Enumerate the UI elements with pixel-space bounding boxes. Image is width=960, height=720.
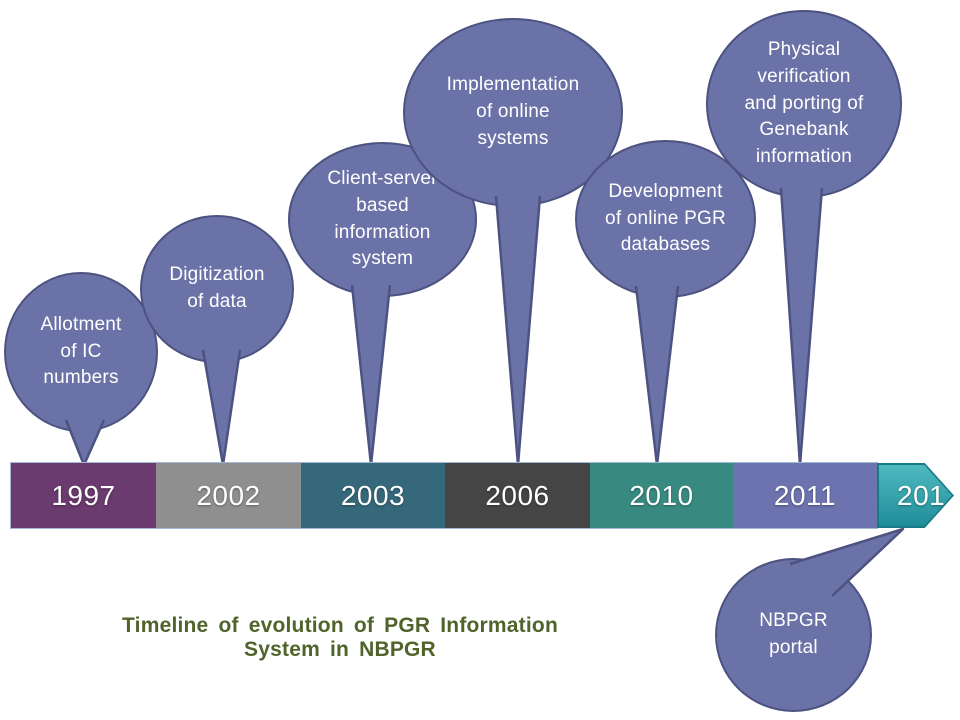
balloon-allotment: Allotment of IC numbers [4, 272, 158, 432]
timeline-arrow-2012-body: 2012 [879, 465, 952, 526]
balloon-allotment-text: Allotment of IC numbers [40, 313, 122, 389]
year-label-2002: 2002 [196, 479, 261, 511]
year-label-2003: 2003 [340, 479, 406, 511]
timeline-segment-1997: 1997 [11, 463, 156, 528]
balloon-implementation: Implementation of online systems [403, 18, 623, 207]
year-label-2011: 2011 [773, 479, 837, 511]
tail-development [634, 285, 680, 467]
tail-implementation [494, 195, 542, 467]
year-label-2006: 2006 [485, 479, 550, 511]
balloon-development-text: Development of online PGR databases [605, 180, 726, 256]
year-label-2010: 2010 [629, 479, 694, 511]
caption: Timeline of evolution of PGR Information… [122, 614, 558, 661]
timeline-bar: 1997 2002 2003 2006 2010 2011 [10, 462, 878, 529]
timeline-segment-2006: 2006 [445, 463, 590, 528]
balloon-client-server-text: Client-server based information system [327, 167, 438, 270]
timeline-segment-2010: 2010 [590, 463, 733, 528]
balloon-physical-verification: Physical verification and porting of Gen… [706, 10, 902, 198]
tail-client-server [350, 284, 392, 467]
tail-digitization [201, 349, 242, 467]
balloon-digitization-text: Digitization of data [169, 264, 265, 312]
tail-physical-verification [779, 187, 824, 467]
timeline-segment-2003: 2003 [301, 463, 445, 528]
balloon-nbpgr-portal: NBPGR portal [715, 558, 872, 712]
balloon-implementation-text: Implementation of online systems [446, 74, 580, 149]
year-label-1997: 1997 [51, 479, 116, 511]
timeline-segment-2011: 2011 [733, 463, 877, 528]
year-label-2012: 2012 [897, 479, 960, 511]
balloon-nbpgr-portal-text: NBPGR portal [759, 610, 828, 658]
balloon-physical-verification-text: Physical verification and porting of Gen… [744, 38, 864, 168]
timeline-segment-2002: 2002 [156, 463, 301, 528]
balloon-digitization: Digitization of data [140, 215, 294, 363]
balloon-development: Development of online PGR databases [575, 140, 756, 298]
timeline-arrow-2012: 2012 [877, 463, 954, 528]
